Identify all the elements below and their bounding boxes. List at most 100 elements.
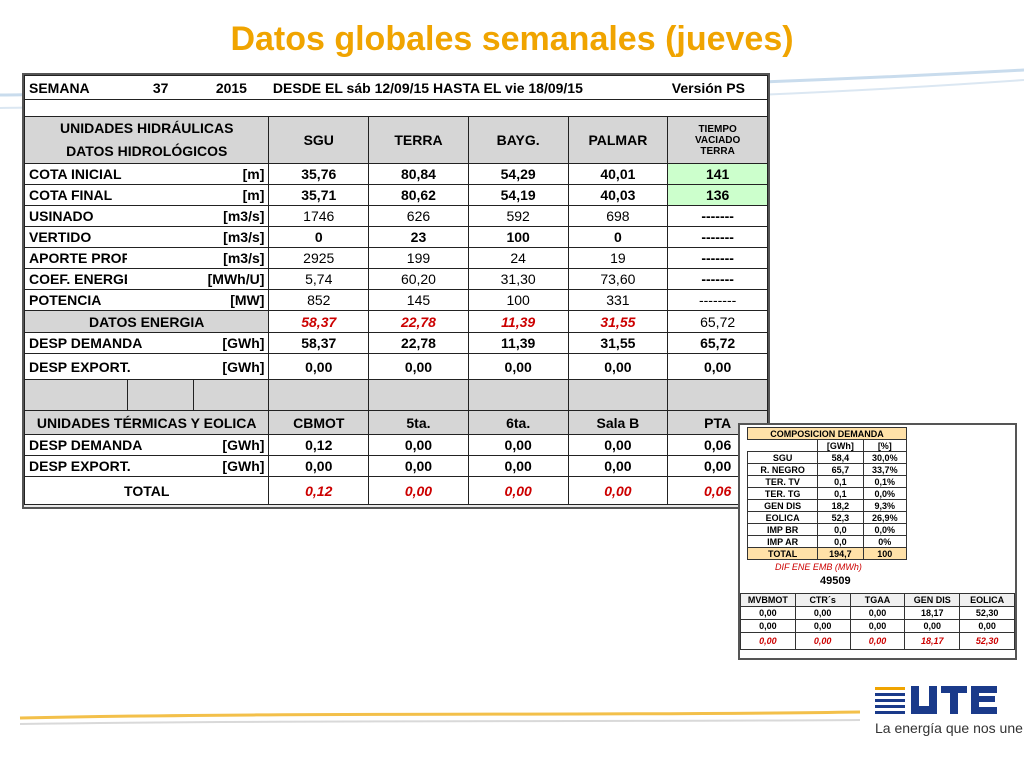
value-cell: 0,00	[567, 434, 669, 456]
row-label: IMP AR	[746, 535, 819, 548]
total-cell: 0,00	[849, 632, 906, 650]
col-header-palmar: PALMAR	[567, 116, 669, 164]
row-label: TOTAL	[746, 547, 819, 560]
total-cell: 18,17	[904, 632, 961, 650]
energia-bayg: 11,39	[467, 310, 569, 333]
row-label: TER. TG	[746, 487, 819, 500]
row-unit: [m3/s]	[193, 205, 270, 227]
value-cell: 0,00	[849, 619, 906, 633]
energia-palmar: 31,55	[567, 310, 669, 333]
value-gwh: 0,0	[817, 535, 864, 548]
total-6ta: 0,00	[467, 476, 569, 505]
total-cell: 0,00	[740, 632, 796, 650]
total-label: TOTAL	[24, 476, 270, 505]
col-header: MVBMOT	[740, 593, 796, 607]
value-cell: 0,00	[849, 606, 906, 620]
blank-cell	[748, 440, 818, 452]
value-cell: 331	[567, 289, 669, 311]
value-cell: 0	[268, 226, 370, 248]
generacion-row: 0,00 0,00 0,00 18,17 52,30	[740, 606, 1015, 620]
row-label: VERTIDO	[24, 226, 128, 248]
tiempo-cell: -------	[667, 226, 768, 248]
value-cell: 73,60	[567, 268, 669, 290]
termicas-header-row: UNIDADES TÉRMICAS Y EOLICA CBMOT 5ta. 6t…	[24, 410, 768, 435]
row-unit-spacer	[127, 184, 194, 206]
value-cell: 0,00	[959, 619, 1015, 633]
value-cell: 23	[368, 226, 469, 248]
value-cell: 52,30	[959, 606, 1015, 620]
tiempo-cell: -------	[667, 205, 768, 227]
blank-cell	[467, 379, 569, 411]
col-header-tiempo: TIEMPO VACIADO TERRA	[667, 116, 768, 164]
generacion-total-row: 0,00 0,00 0,00 18,17 52,30	[740, 632, 1015, 650]
value-cell: 31,55	[567, 332, 669, 354]
value-cell: 852	[268, 289, 370, 311]
total-row: TOTAL 0,12 0,00 0,00 0,00 0,06	[24, 476, 768, 505]
row-unit-spacer	[127, 268, 194, 290]
blank-cell	[193, 379, 270, 411]
value-cell: 0,00	[268, 353, 370, 380]
row-label: TER. TV	[746, 475, 819, 488]
composicion-row: IMP BR 0,0 0,0%	[746, 523, 908, 536]
hydro-row: COTA INICIAL [m] 35,76 80,84 54,29 40,01 141	[24, 163, 768, 185]
row-unit: [GWh]	[193, 353, 270, 380]
semana-row: SEMANA 37 2015 DESDE EL sáb 12/09/15 HAS…	[24, 75, 768, 100]
blank-cell	[567, 379, 669, 411]
value-cell: 0,00	[667, 353, 768, 380]
value-pct: 33,7%	[862, 463, 908, 476]
value-pct: 26,9%	[862, 511, 908, 524]
blank-cell	[24, 379, 128, 411]
row-label: COEF. ENERGETICO	[24, 268, 128, 290]
hydro-row: COTA FINAL [m] 35,71 80,62 54,19 40,03 136	[24, 184, 768, 206]
value-pct: 0,0%	[862, 487, 908, 500]
tiempo-line-2: VACIADO	[694, 134, 741, 146]
value-cell: 54,29	[467, 163, 569, 185]
row-label: USINADO	[24, 205, 128, 227]
tiempo-cell: --------	[667, 289, 768, 311]
blank-cell	[667, 379, 768, 411]
hydro-row: USINADO [m3/s] 1746 626 592 698 -------	[24, 205, 768, 227]
dif-value: 49509	[820, 575, 851, 587]
hydro-sub-label: DATOS HIDROLÓGICOS	[66, 143, 228, 159]
row-unit-spacer	[127, 226, 194, 248]
col-header-sgu: SGU	[268, 116, 370, 164]
value-cell: 80,84	[368, 163, 469, 185]
row-label: DESP EXPORT.	[24, 353, 194, 380]
value-cell: 2925	[268, 247, 370, 269]
row-label: COTA FINAL	[24, 184, 128, 206]
energia-label: DATOS ENERGIA	[24, 310, 270, 333]
composicion-row: GEN DIS 18,2 9,3%	[746, 499, 908, 512]
value-cell: 40,03	[567, 184, 669, 206]
composicion-row: SGU 58,4 30,0%	[746, 451, 908, 464]
logo-stripes-icon	[875, 687, 905, 714]
value-cell: 31,30	[467, 268, 569, 290]
row-unit-spacer	[127, 163, 194, 185]
value-cell: 626	[368, 205, 469, 227]
generacion-rows: 0,00 0,00 0,00 18,17 52,30 0,00 0,00 0,00 0,00 0,…	[740, 606, 1015, 650]
value-cell: 40,01	[567, 163, 669, 185]
value-pct: 0%	[862, 535, 908, 548]
row-unit: [MW]	[193, 289, 270, 311]
value-cell: 18,17	[904, 606, 961, 620]
spacer-row	[24, 99, 768, 117]
value-cell: 60,20	[368, 268, 469, 290]
version: Versión PS	[667, 75, 768, 100]
row-label: APORTE PROPIO	[24, 247, 128, 269]
row-label: DESP DEMANDA	[24, 332, 194, 354]
col-header-6ta: 6ta.	[467, 410, 569, 435]
total-5ta: 0,00	[368, 476, 469, 505]
value-gwh: 52,3	[817, 511, 864, 524]
row-unit: [m]	[193, 163, 270, 185]
blank-cell	[268, 379, 370, 411]
col-header: TGAA	[849, 593, 906, 607]
dif-label: DIF ENE EMB (MWh)	[775, 562, 862, 572]
value-cell: 698	[567, 205, 669, 227]
hydro-label: UNIDADES HIDRÁULICAS	[59, 120, 234, 136]
composicion-row: TER. TG 0,1 0,0%	[746, 487, 908, 500]
value-cell: 100	[467, 226, 569, 248]
col-header: CTR´s	[794, 593, 851, 607]
value-gwh: 0,1	[817, 475, 864, 488]
composicion-row: EOLICA 52,3 26,9%	[746, 511, 908, 524]
row-unit: [MWh/U]	[193, 268, 270, 290]
